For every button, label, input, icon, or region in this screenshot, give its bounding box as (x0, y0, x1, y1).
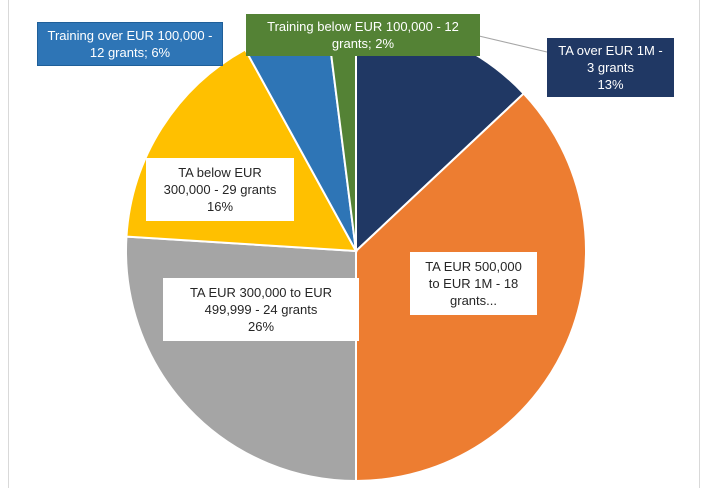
data-label: TA EUR 300,000 to EUR 499,999 - 24 grant… (163, 278, 359, 341)
chart-frame (8, 0, 700, 488)
label-category: TA EUR 300,000 to EUR 499,999 - 24 grant… (189, 285, 333, 317)
label-category: Training over EUR 100,000 - 12 grants; (47, 28, 213, 60)
label-value: 6% (151, 45, 171, 60)
label-value: 26% (247, 319, 275, 334)
label-category: TA EUR 500,000 to EUR 1M - 18 grants... (425, 259, 522, 308)
label-value: 13% (597, 77, 624, 92)
label-value: 16% (206, 199, 234, 214)
label-value: 2% (375, 36, 395, 51)
data-label: Training over EUR 100,000 - 12 grants; 6… (37, 22, 223, 66)
data-label: TA over EUR 1M - 3 grants 13% (547, 38, 674, 97)
data-label: TA below EUR 300,000 - 29 grants 16% (146, 158, 294, 221)
data-label: TA EUR 500,000 to EUR 1M - 18 grants... (410, 252, 537, 315)
pie-slice (125, 235, 357, 483)
label-category: Training below EUR 100,000 - 12 grants; (267, 19, 459, 51)
label-category: TA over EUR 1M - 3 grants (558, 43, 663, 75)
label-category: TA below EUR 300,000 - 29 grants (163, 165, 277, 197)
data-label: Training below EUR 100,000 - 12 grants; … (246, 14, 480, 56)
